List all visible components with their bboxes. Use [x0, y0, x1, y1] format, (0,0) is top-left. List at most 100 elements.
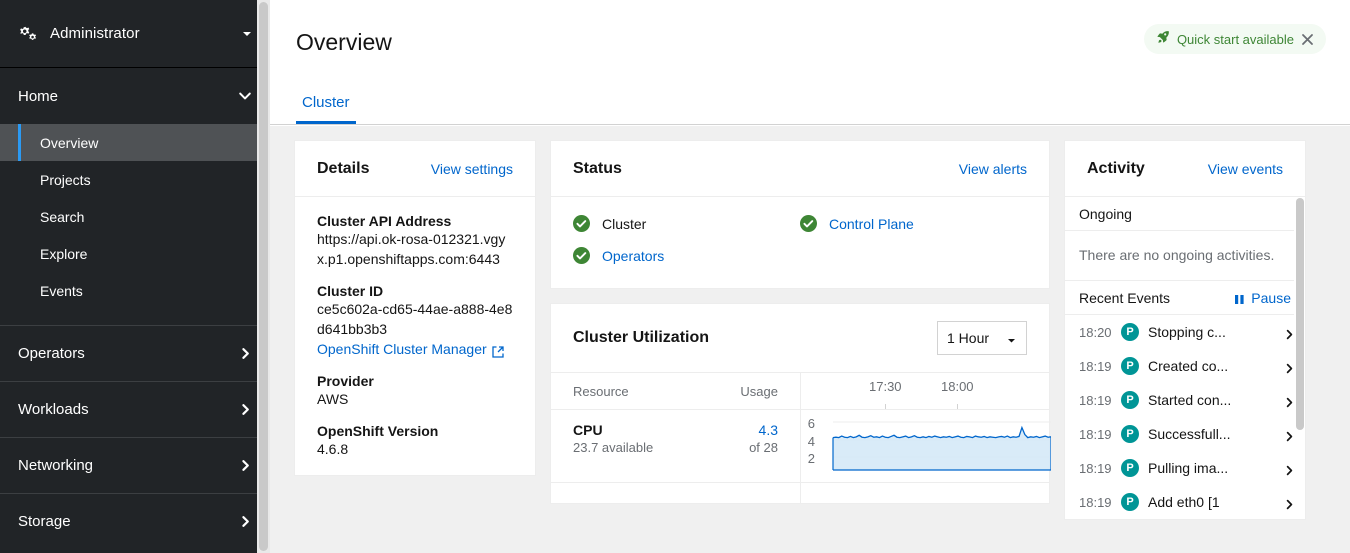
- sidebar-item-explore[interactable]: Explore: [0, 235, 270, 272]
- event-row[interactable]: 18:19 P Pulling ima...: [1065, 451, 1305, 485]
- status-label-operators[interactable]: Operators: [602, 247, 665, 264]
- tab-bar: Cluster: [270, 85, 1350, 125]
- status-card: Status View alerts Cluster: [550, 140, 1050, 289]
- sidebar-item-overview[interactable]: Overview: [0, 124, 270, 161]
- cpu-sparkline[interactable]: 6 4 2: [801, 410, 1051, 482]
- event-time: 18:19: [1079, 426, 1112, 442]
- chevron-right-icon: [239, 347, 252, 360]
- sidebar-item-explore-label: Explore: [40, 245, 88, 262]
- sidebar-item-projects[interactable]: Projects: [0, 161, 270, 198]
- sidebar-scrollbar[interactable]: [257, 0, 270, 553]
- status-item-cluster: Cluster: [573, 215, 800, 232]
- chevron-right-icon[interactable]: [1284, 395, 1295, 407]
- perspective-label: Administrator: [50, 25, 140, 42]
- utilization-card-title: Cluster Utilization: [573, 329, 710, 346]
- x-tick-label-0: 17:30: [869, 379, 902, 394]
- ongoing-label: Ongoing: [1079, 205, 1132, 222]
- status-item-operators[interactable]: Operators: [573, 247, 800, 264]
- utilization-card-header: Cluster Utilization 1 Hour: [551, 304, 1049, 372]
- sidebar-item-operators[interactable]: Operators: [0, 325, 270, 381]
- event-row[interactable]: 18:19 P Add eth0 [1: [1065, 485, 1305, 519]
- chevron-right-icon[interactable]: [1284, 361, 1295, 373]
- event-row[interactable]: 18:19 P Created co...: [1065, 349, 1305, 383]
- event-type-badge: P: [1121, 323, 1139, 341]
- middle-column: Status View alerts Cluster: [550, 140, 1051, 504]
- dashboard-grid: Details View settings Cluster API Addres…: [270, 126, 1350, 553]
- utilization-header-axis: 17:30 18:00: [801, 373, 1049, 409]
- pause-icon: [1234, 292, 1245, 304]
- caret-down-icon: [1006, 333, 1017, 344]
- status-label-control-plane[interactable]: Control Plane: [829, 215, 914, 232]
- event-row[interactable]: 18:20 P Stopping c...: [1065, 315, 1305, 349]
- quick-start-label: Quick start available: [1176, 31, 1294, 47]
- cpu-area-chart: [832, 421, 1051, 471]
- tab-cluster[interactable]: Cluster: [296, 94, 356, 124]
- view-alerts-link[interactable]: View alerts: [958, 160, 1027, 177]
- resource-total-cpu: of 28: [749, 440, 778, 455]
- tab-cluster-label: Cluster: [302, 94, 350, 111]
- event-message: Successfull...: [1148, 426, 1231, 442]
- sidebar-item-search[interactable]: Search: [0, 198, 270, 235]
- chevron-right-icon[interactable]: [1284, 463, 1295, 475]
- sidebar-scrollbar-thumb[interactable]: [259, 2, 268, 551]
- view-settings-link[interactable]: View settings: [430, 160, 513, 177]
- chevron-right-icon: [239, 403, 252, 416]
- sidebar-item-operators-label: Operators: [18, 345, 85, 362]
- utilization-header-left: Resource Usage: [551, 373, 801, 409]
- perspective-switcher[interactable]: Administrator: [0, 0, 270, 68]
- view-events-link[interactable]: View events: [1207, 160, 1283, 177]
- pause-button[interactable]: Pause: [1234, 290, 1291, 306]
- activity-card: Activity View events Ongoing There are n…: [1064, 140, 1306, 520]
- event-row[interactable]: 18:19 P Started con...: [1065, 383, 1305, 417]
- details-card-title: Details: [317, 159, 370, 177]
- ongoing-section-header: Ongoing: [1065, 197, 1305, 231]
- activity-card-header: Activity View events: [1065, 141, 1305, 197]
- activity-card-title: Activity: [1087, 159, 1145, 177]
- chevron-right-icon[interactable]: [1284, 497, 1295, 509]
- sidebar-item-workloads[interactable]: Workloads: [0, 381, 270, 437]
- event-time: 18:19: [1079, 494, 1112, 510]
- caret-down-icon: [240, 27, 254, 41]
- status-card-body: Cluster Operators: [551, 197, 1049, 288]
- detail-label-openshift-version: OpenShift Version: [317, 423, 439, 439]
- status-label-cluster: Cluster: [602, 215, 647, 232]
- event-type-badge: P: [1121, 425, 1139, 443]
- utilization-table-header: Resource Usage 17:30 18:00: [551, 373, 1049, 410]
- detail-value-cluster-api-address: https://api.ok-rosa-012321.vgyx.p1.opens…: [317, 231, 506, 267]
- page-title: Overview: [296, 29, 392, 55]
- y-tick-label-4: 4: [807, 434, 815, 449]
- external-link-icon: [491, 343, 504, 358]
- openshift-cluster-manager-link[interactable]: OpenShift Cluster Manager: [317, 339, 504, 359]
- close-icon[interactable]: [1301, 33, 1314, 46]
- utilization-row-next-chart: [801, 483, 1049, 503]
- event-message: Created co...: [1148, 358, 1229, 374]
- event-time: 18:19: [1079, 460, 1112, 476]
- sidebar-item-projects-label: Projects: [40, 171, 91, 188]
- sidebar-item-workloads-label: Workloads: [18, 401, 89, 418]
- chevron-right-icon[interactable]: [1284, 429, 1295, 441]
- event-message: Pulling ima...: [1148, 460, 1229, 476]
- resource-usage-cpu[interactable]: 4.3: [758, 422, 778, 438]
- event-row[interactable]: 18:19 P Successfull...: [1065, 417, 1305, 451]
- utilization-row-cpu-chart: 6 4 2: [801, 410, 1051, 482]
- event-type-badge: P: [1121, 357, 1139, 375]
- quick-start-badge[interactable]: Quick start available: [1143, 24, 1326, 54]
- chevron-right-icon[interactable]: [1284, 327, 1295, 339]
- cluster-utilization-card: Cluster Utilization 1 Hour: [550, 303, 1051, 504]
- time-range-dropdown[interactable]: 1 Hour: [937, 321, 1027, 355]
- activity-scroll-region: Ongoing There are no ongoing activities.…: [1065, 197, 1305, 519]
- sidebar-item-storage[interactable]: Storage: [0, 493, 270, 549]
- nav-group-home-toggle[interactable]: Home: [0, 68, 270, 124]
- x-tick-mark-0: [885, 404, 886, 409]
- cogs-icon: [18, 24, 38, 44]
- check-circle-icon: [573, 247, 590, 264]
- sidebar-item-events[interactable]: Events: [0, 272, 270, 309]
- column-header-resource: Resource: [573, 383, 629, 399]
- activity-scrollbar-thumb[interactable]: [1296, 198, 1304, 430]
- sidebar-item-search-label: Search: [40, 208, 85, 225]
- activity-scrollbar[interactable]: [1294, 197, 1305, 519]
- sidebar-item-networking[interactable]: Networking: [0, 437, 270, 493]
- event-time: 18:19: [1079, 392, 1112, 408]
- status-item-control-plane[interactable]: Control Plane: [800, 215, 1027, 232]
